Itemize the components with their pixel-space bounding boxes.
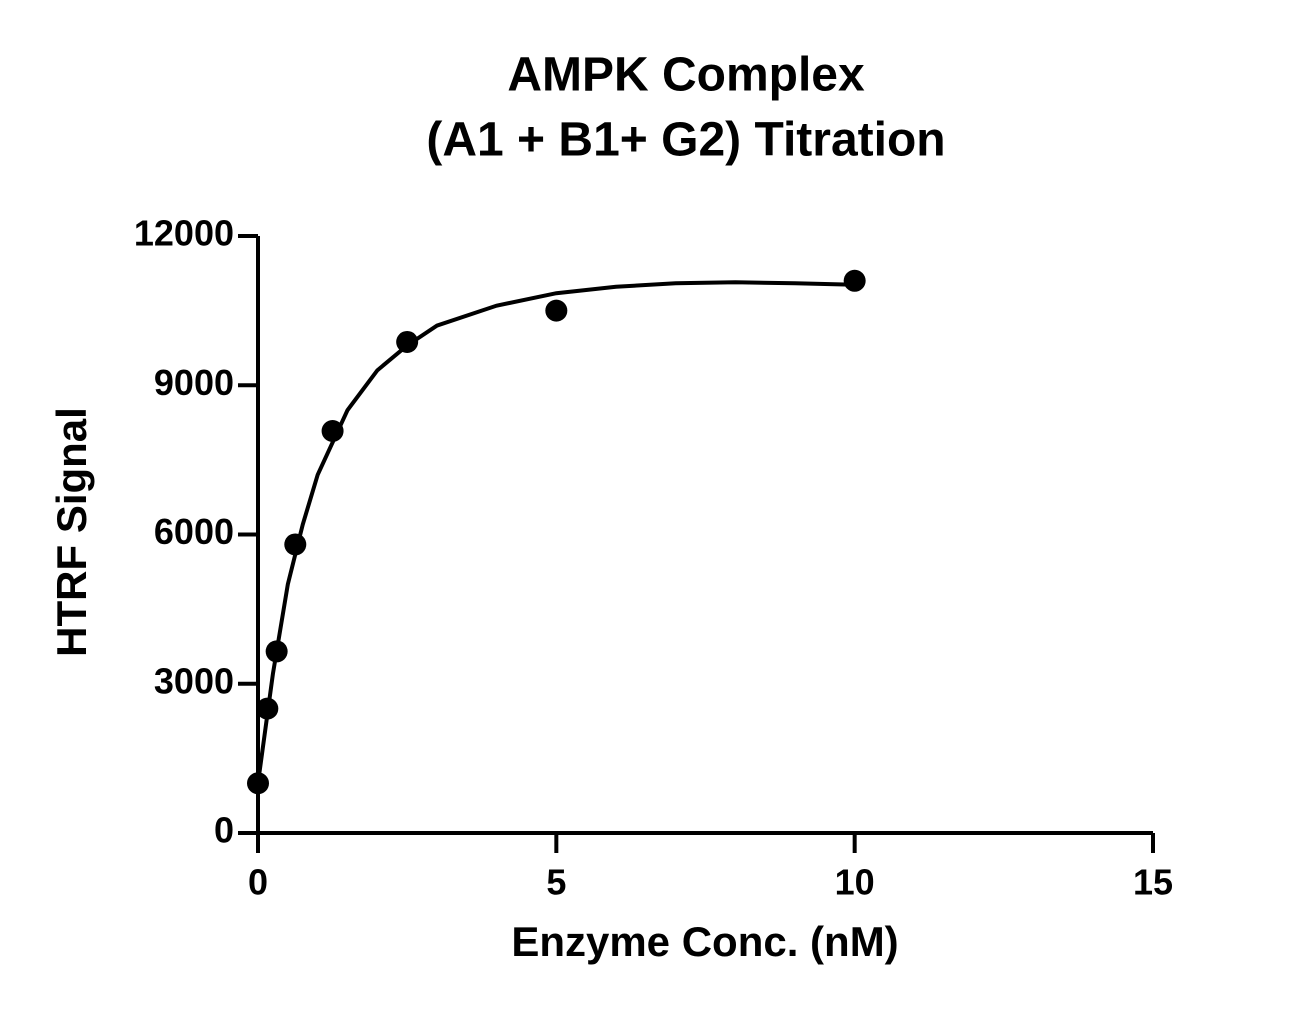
chart-title: (A1 + B1+ G2) Titration (426, 114, 945, 167)
y-tick-label: 3000 (154, 660, 234, 701)
chart-title: AMPK Complex (507, 49, 865, 102)
point (545, 299, 568, 322)
x-tick-label: 0 (248, 862, 268, 903)
y-tick-label: 12000 (134, 213, 234, 254)
x-tick-label: 5 (546, 862, 566, 903)
point (843, 269, 866, 292)
point (321, 420, 344, 443)
y-tick-label: 0 (214, 810, 234, 851)
fit-curve (256, 280, 855, 784)
y-axis-label: HTRF Signal (48, 407, 95, 657)
y-tick-label: 6000 (154, 511, 234, 552)
x-axis-label: Enzyme Conc. (nM) (511, 918, 898, 965)
y-tick-label: 9000 (154, 362, 234, 403)
x-tick-label: 10 (835, 862, 875, 903)
x-tick-label: 15 (1133, 862, 1173, 903)
